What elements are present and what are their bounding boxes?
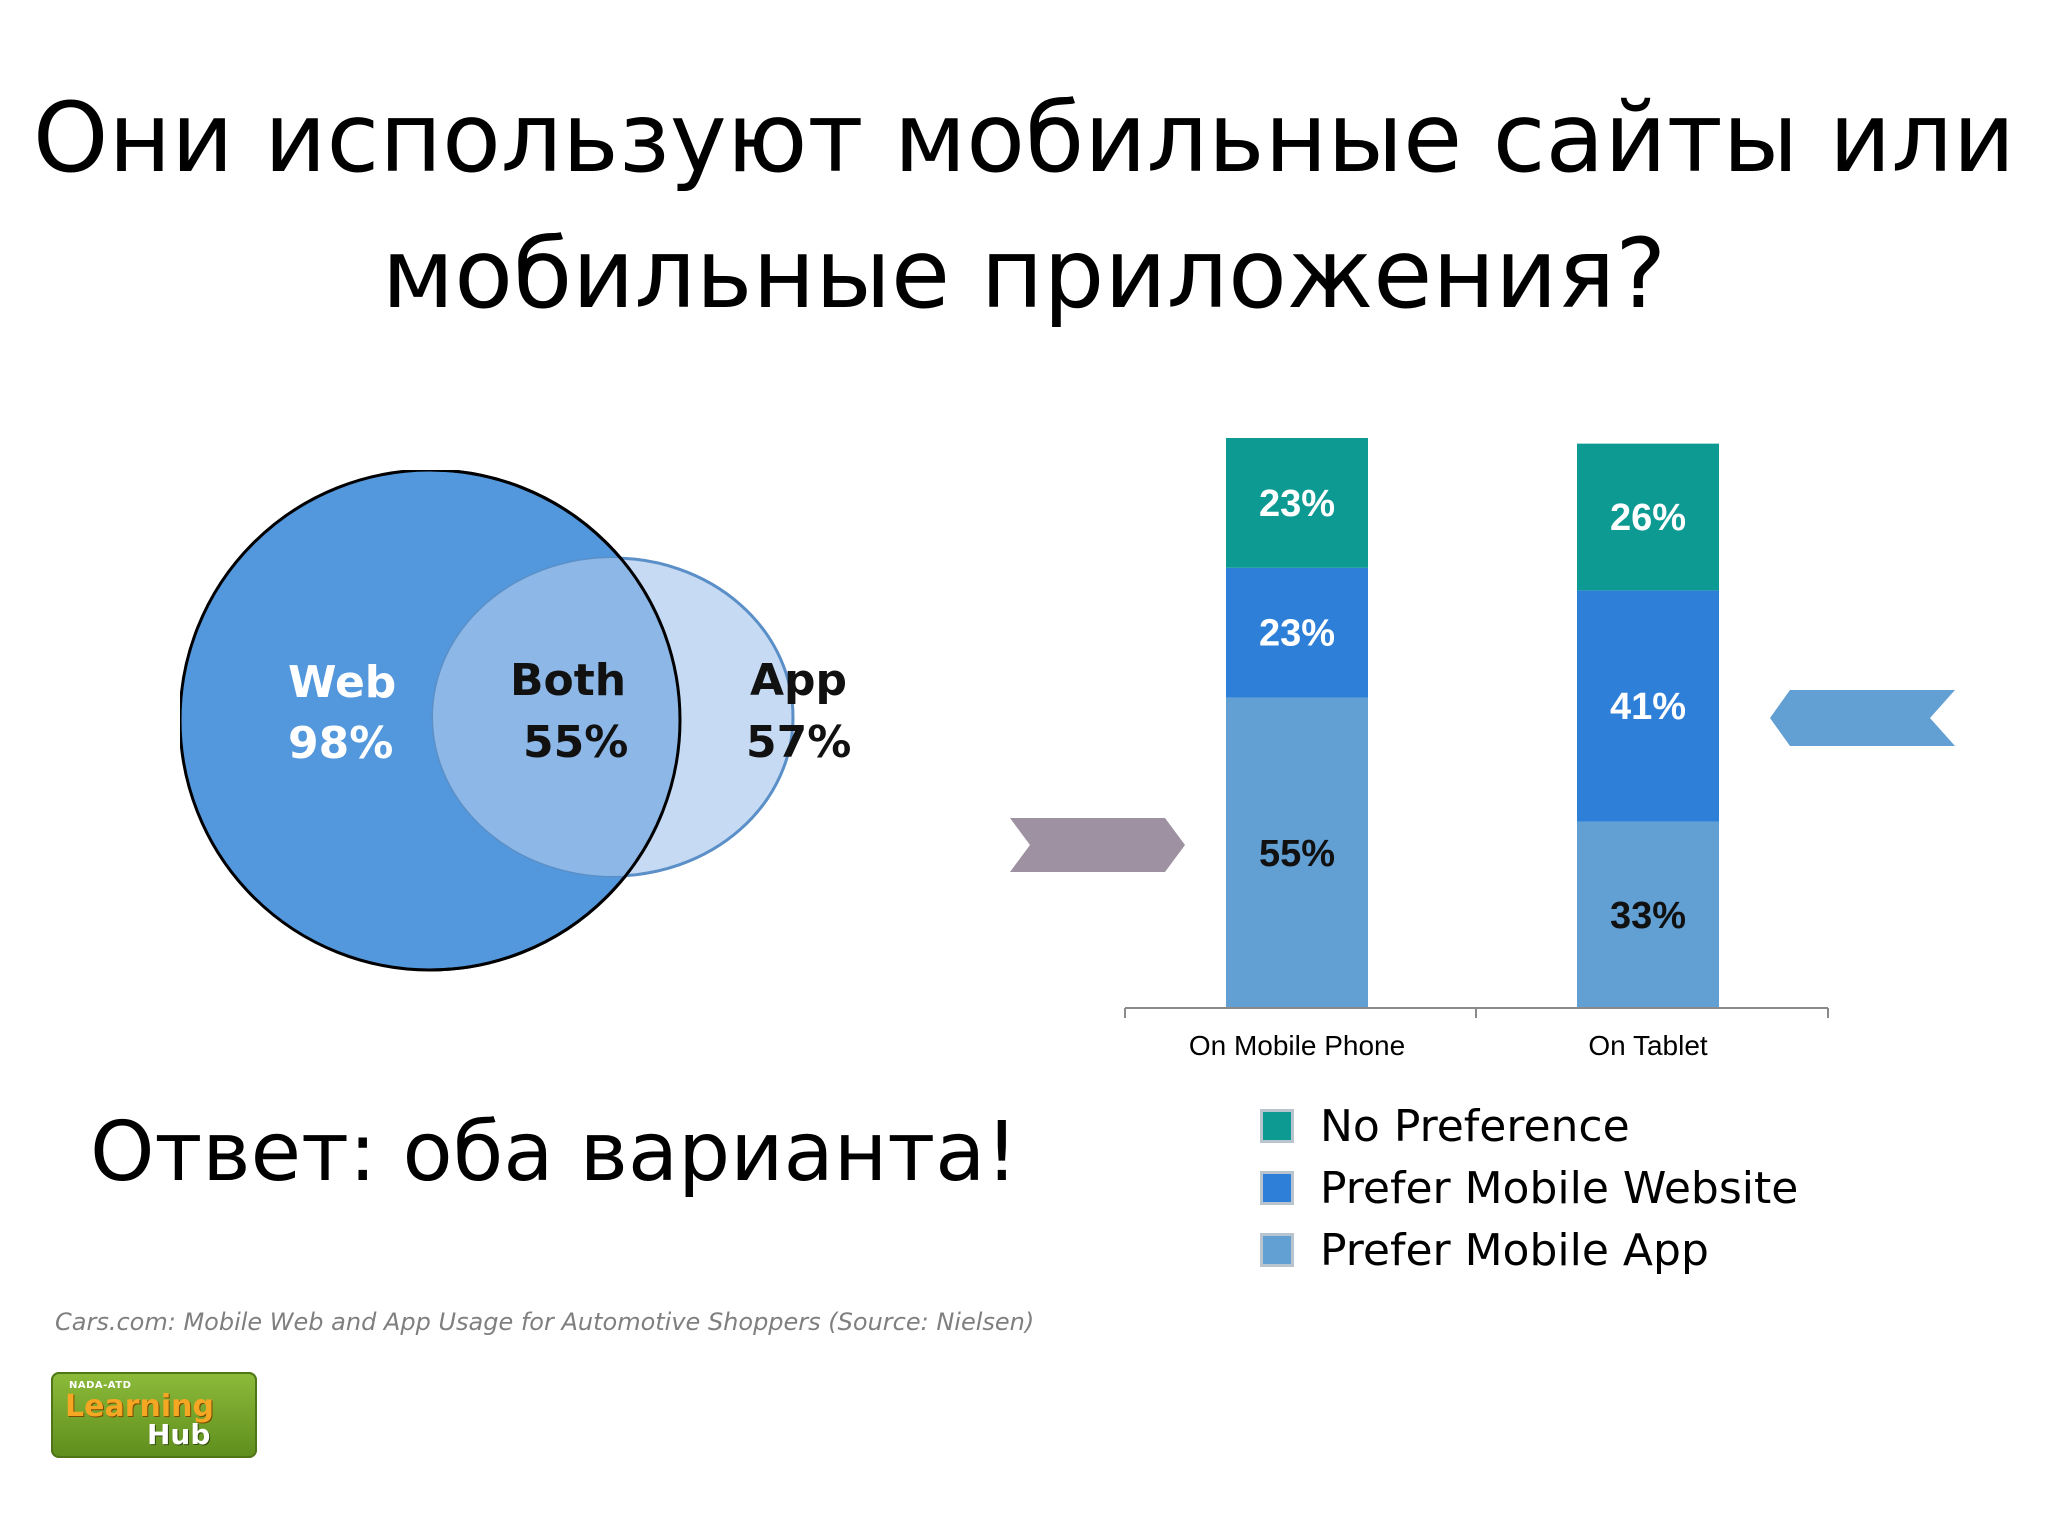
bar-value-label-on-mobile-phone-no-preference: 23%: [1259, 483, 1335, 525]
venn-app-value: 57%: [746, 717, 851, 768]
venn-web-outline-arc-top: [429, 470, 682, 721]
venn-both-region: [433, 558, 680, 876]
slide-title-line2: мобильные приложения?: [381, 218, 1667, 330]
stacked-bar-chart: 55% 23% 23% 33% 41% 26% On Mobile Phone On Ta…: [1010, 438, 1955, 1061]
logo-hub-text: Hub: [147, 1418, 211, 1451]
venn-web-outline-arc: [429, 719, 682, 972]
venn-diagram: Web 98% Both 55% App 57%: [180, 470, 851, 972]
bar-value-label-on-mobile-phone-prefer-mobile-app: 55%: [1259, 833, 1335, 875]
legend-item-no-preference: No Preference: [1260, 1095, 1798, 1157]
slide-title: Они используют мобильные сайты или мобил…: [0, 70, 2048, 342]
bar-segment-on-tablet-prefer-mobile-app: [1577, 821, 1719, 1008]
learning-hub-logo: NADA-ATD Learning Hub: [51, 1372, 257, 1458]
legend-swatch-no-preference: [1260, 1109, 1294, 1143]
legend-swatch-prefer-mobile-app: [1260, 1233, 1294, 1267]
category-label-mobile-phone: On Mobile Phone: [1189, 1030, 1405, 1061]
legend-label-prefer-mobile-website: Prefer Mobile Website: [1320, 1162, 1799, 1214]
chart-legend: No Preference Prefer Mobile Website Pref…: [1260, 1095, 1798, 1281]
bar-value-label-on-tablet-prefer-mobile-website: 41%: [1610, 686, 1686, 728]
arrow-right-icon: [1010, 818, 1185, 872]
bar-value-label-on-mobile-phone-prefer-mobile-website: 23%: [1259, 613, 1335, 655]
answer-text: Ответ: оба варианта!: [90, 1105, 1019, 1200]
logo-small-text: NADA-ATD: [69, 1380, 132, 1391]
bar-segment-on-mobile-phone-prefer-mobile-website: [1226, 567, 1368, 698]
bar-segment-on-mobile-phone-prefer-mobile-app: [1226, 697, 1368, 1008]
legend-label-prefer-mobile-app: Prefer Mobile App: [1320, 1224, 1709, 1276]
slide-title-line1: Они используют мобильные сайты или: [32, 82, 2016, 194]
arrow-left-icon: [1770, 690, 1955, 746]
logo-main-text: Learning: [65, 1389, 214, 1424]
legend-swatch-prefer-mobile-website: [1260, 1171, 1294, 1205]
bar-segment-on-tablet-no-preference: [1577, 443, 1719, 591]
bar-value-label-on-tablet-no-preference: 26%: [1610, 497, 1686, 539]
bar-segment-on-tablet-prefer-mobile-website: [1577, 590, 1719, 822]
legend-item-prefer-mobile-app: Prefer Mobile App: [1260, 1219, 1798, 1281]
venn-app-name: App: [750, 655, 847, 706]
legend-label-no-preference: No Preference: [1320, 1100, 1630, 1152]
venn-web-value: 98%: [288, 718, 393, 769]
venn-web-name: Web: [288, 657, 396, 708]
source-citation: Cars.com: Mobile Web and App Usage for A…: [55, 1308, 1035, 1336]
venn-both-name: Both: [510, 655, 626, 706]
venn-both-value: 55%: [523, 717, 628, 768]
bar-segment-on-mobile-phone-no-preference: [1226, 438, 1368, 568]
bar-value-label-on-tablet-prefer-mobile-app: 33%: [1610, 895, 1686, 937]
legend-item-prefer-mobile-website: Prefer Mobile Website: [1260, 1157, 1798, 1219]
category-label-tablet: On Tablet: [1588, 1030, 1708, 1061]
